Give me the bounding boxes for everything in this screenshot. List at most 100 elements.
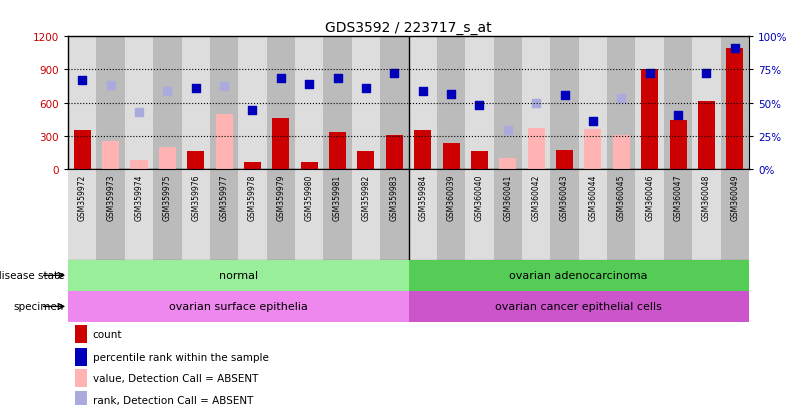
Point xyxy=(671,112,684,119)
Bar xyxy=(68,291,409,322)
Bar xyxy=(499,158,517,169)
Bar xyxy=(409,260,749,291)
Bar xyxy=(295,37,324,169)
Bar xyxy=(96,37,125,169)
Text: GSM359977: GSM359977 xyxy=(219,174,228,220)
Bar xyxy=(578,169,607,260)
Bar xyxy=(324,169,352,260)
Text: ovarian adenocarcinoma: ovarian adenocarcinoma xyxy=(509,271,648,281)
Point xyxy=(189,85,202,92)
Bar xyxy=(664,169,692,260)
Bar xyxy=(75,325,87,344)
Bar xyxy=(437,37,465,169)
Bar xyxy=(409,291,749,322)
Bar xyxy=(409,37,437,169)
Point xyxy=(529,100,542,107)
Bar xyxy=(267,37,295,169)
Bar xyxy=(471,152,488,169)
Bar xyxy=(68,260,409,291)
Point xyxy=(473,102,486,109)
Bar xyxy=(635,37,664,169)
Point xyxy=(161,89,174,95)
Bar xyxy=(215,114,232,169)
Text: GSM360045: GSM360045 xyxy=(617,174,626,220)
Bar xyxy=(239,169,267,260)
Text: GSM360041: GSM360041 xyxy=(503,174,513,220)
Bar xyxy=(380,37,409,169)
Point xyxy=(218,83,231,90)
Bar xyxy=(585,130,602,169)
Text: rank, Detection Call = ABSENT: rank, Detection Call = ABSENT xyxy=(93,395,253,405)
Point xyxy=(643,70,656,77)
Point xyxy=(246,108,259,114)
Bar xyxy=(493,37,522,169)
Text: disease state: disease state xyxy=(0,271,64,281)
Text: ovarian surface epithelia: ovarian surface epithelia xyxy=(169,301,308,312)
Text: GSM360044: GSM360044 xyxy=(589,174,598,220)
Text: GSM360046: GSM360046 xyxy=(645,174,654,220)
Bar xyxy=(187,152,204,169)
Point xyxy=(388,70,400,77)
Bar xyxy=(607,37,635,169)
Text: GSM360043: GSM360043 xyxy=(560,174,569,220)
Bar xyxy=(727,49,743,169)
Point xyxy=(615,95,628,102)
Bar xyxy=(556,151,573,169)
Bar xyxy=(493,169,522,260)
Point xyxy=(275,76,288,82)
Text: GSM360048: GSM360048 xyxy=(702,174,710,220)
Bar xyxy=(414,131,431,169)
Point xyxy=(700,70,713,77)
Bar xyxy=(578,37,607,169)
Text: GSM359975: GSM359975 xyxy=(163,174,172,220)
Bar xyxy=(721,169,749,260)
Point xyxy=(76,78,89,85)
Bar xyxy=(324,37,352,169)
Text: GSM359981: GSM359981 xyxy=(333,174,342,220)
Bar xyxy=(295,169,324,260)
Bar xyxy=(465,169,493,260)
Bar xyxy=(352,37,380,169)
Text: GSM359983: GSM359983 xyxy=(390,174,399,220)
Point xyxy=(331,76,344,82)
Text: GSM360047: GSM360047 xyxy=(674,174,682,220)
Bar xyxy=(272,119,289,169)
Bar xyxy=(210,169,239,260)
Bar xyxy=(159,147,176,169)
Point xyxy=(303,81,316,88)
Point xyxy=(104,82,117,89)
Title: GDS3592 / 223717_s_at: GDS3592 / 223717_s_at xyxy=(325,21,492,35)
Point xyxy=(133,110,146,116)
Bar xyxy=(550,169,578,260)
Bar xyxy=(550,37,578,169)
Point xyxy=(558,92,571,99)
Bar xyxy=(442,144,460,169)
Bar xyxy=(386,135,403,169)
Point xyxy=(360,85,372,92)
Bar xyxy=(182,37,210,169)
Bar xyxy=(68,37,96,169)
Bar xyxy=(244,163,261,169)
Bar xyxy=(131,161,147,169)
Bar xyxy=(698,102,714,169)
Bar xyxy=(153,169,182,260)
Bar xyxy=(641,70,658,169)
Bar xyxy=(522,37,550,169)
Point xyxy=(586,119,599,125)
Bar xyxy=(357,152,374,169)
Bar xyxy=(329,133,346,169)
Text: value, Detection Call = ABSENT: value, Detection Call = ABSENT xyxy=(93,373,258,383)
Text: GSM360040: GSM360040 xyxy=(475,174,484,220)
Bar xyxy=(182,169,210,260)
Bar xyxy=(68,169,96,260)
Bar xyxy=(692,37,721,169)
Bar xyxy=(528,128,545,169)
Text: GSM359979: GSM359979 xyxy=(276,174,285,220)
Text: specimen: specimen xyxy=(14,301,64,312)
Bar xyxy=(664,37,692,169)
Bar xyxy=(409,169,437,260)
Bar xyxy=(75,391,87,409)
Bar xyxy=(380,169,409,260)
Bar xyxy=(96,169,125,260)
Bar xyxy=(613,135,630,169)
